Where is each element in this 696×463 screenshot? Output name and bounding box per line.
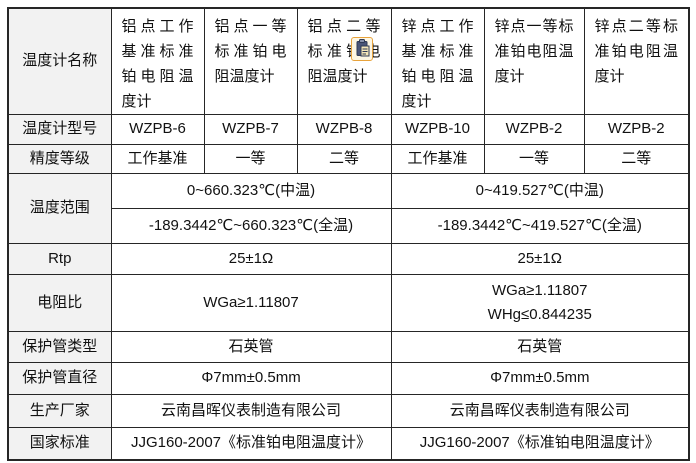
row-label-protection-tube-diameter: 保护管直径 bbox=[7, 362, 112, 395]
paste-options-icon[interactable] bbox=[351, 37, 374, 61]
row-rtp: Rtp 25±1Ω 25±1Ω bbox=[7, 243, 690, 275]
thermometer-name-cell: 锌点二等标准铂电阻温度计 bbox=[583, 7, 690, 115]
obscured-char: 铂 bbox=[346, 37, 374, 64]
row-protection-tube-type: 保护管类型 石英管 石英管 bbox=[7, 331, 690, 363]
rtp-cell: 25±1Ω bbox=[110, 243, 392, 275]
accuracy-grade-cell: 一等 bbox=[203, 144, 298, 174]
temperature-range-mid-cell: 0~660.323℃(中温) bbox=[110, 173, 392, 209]
accuracy-grade-cell: 一等 bbox=[483, 144, 585, 174]
protection-tube-type-cell: 石英管 bbox=[110, 331, 392, 363]
temperature-range-full-cell: -189.3442℃~419.527℃(全温) bbox=[390, 208, 690, 244]
thermometer-name-cell: 锌点工作基准标准铂电阻温度计 bbox=[390, 7, 485, 115]
row-label-temperature-range: 温度范围 bbox=[7, 173, 112, 244]
accuracy-grade-cell: 工作基准 bbox=[390, 144, 485, 174]
name-text-pre: 铝点二等标准 bbox=[307, 18, 381, 60]
row-label-thermometer-name: 温度计名称 bbox=[7, 7, 112, 115]
resistance-ratio-line: WGa≥1.11807 bbox=[491, 282, 588, 299]
accuracy-grade-cell: 二等 bbox=[296, 144, 392, 174]
row-national-standard: 国家标准 JJG160-2007《标准铂电阻温度计》 JJG160-2007《标… bbox=[7, 427, 690, 460]
manufacturer-cell: 云南昌晖仪表制造有限公司 bbox=[390, 394, 690, 428]
row-model-number: 温度计型号 WZPB-6 WZPB-7 WZPB-8 WZPB-10 WZPB-… bbox=[7, 114, 690, 145]
thermometer-name-cell: 铝点工作基准标准铂电阻温度计 bbox=[110, 7, 205, 115]
temperature-range-full-cell: -189.3442℃~660.323℃(全温) bbox=[110, 208, 392, 244]
accuracy-grade-cell: 二等 bbox=[583, 144, 690, 174]
thermometer-spec-table: 温度计名称 铝点工作基准标准铂电阻温度计 铝点一等标准铂电阻温度计 铝点二等标准… bbox=[7, 7, 690, 461]
accuracy-grade-cell: 工作基准 bbox=[110, 144, 205, 174]
national-standard-cell: JJG160-2007《标准铂电阻温度计》 bbox=[110, 427, 392, 460]
temperature-range-mid-cell: 0~419.527℃(中温) bbox=[390, 173, 690, 209]
resistance-ratio-cell: WGa≥1.11807 WHg≤0.844235 bbox=[390, 274, 690, 332]
row-label-protection-tube-type: 保护管类型 bbox=[7, 331, 112, 363]
rtp-cell: 25±1Ω bbox=[390, 243, 690, 275]
model-number-cell: WZPB-2 bbox=[483, 114, 585, 145]
row-resistance-ratio: 电阻比 WGa≥1.11807 WGa≥1.11807 WHg≤0.844235 bbox=[7, 274, 690, 332]
row-temperature-range-full: -189.3442℃~660.323℃(全温) -189.3442℃~419.5… bbox=[8, 208, 690, 244]
row-label-national-standard: 国家标准 bbox=[7, 427, 112, 460]
thermometer-name-cell: 锌点一等标准铂电阻温度计 bbox=[483, 7, 585, 115]
model-number-cell: WZPB-8 bbox=[296, 114, 392, 145]
thermometer-name-cell-with-paste-tag: 铝点二等标准铂电阻温度计 bbox=[296, 7, 392, 115]
row-label-model-number: 温度计型号 bbox=[7, 114, 112, 145]
row-label-manufacturer: 生产厂家 bbox=[7, 394, 112, 428]
row-label-resistance-ratio: 电阻比 bbox=[7, 274, 112, 332]
national-standard-cell: JJG160-2007《标准铂电阻温度计》 bbox=[390, 427, 690, 460]
model-number-cell: WZPB-2 bbox=[583, 114, 690, 145]
row-thermometer-name: 温度计名称 铝点工作基准标准铂电阻温度计 铝点一等标准铂电阻温度计 铝点二等标准… bbox=[7, 7, 690, 115]
manufacturer-cell: 云南昌晖仪表制造有限公司 bbox=[110, 394, 392, 428]
thermometer-name-cell: 铝点一等标准铂电阻温度计 bbox=[203, 7, 298, 115]
row-manufacturer: 生产厂家 云南昌晖仪表制造有限公司 云南昌晖仪表制造有限公司 bbox=[7, 394, 690, 428]
row-protection-tube-diameter: 保护管直径 Φ7mm±0.5mm Φ7mm±0.5mm bbox=[7, 362, 690, 395]
model-number-cell: WZPB-7 bbox=[203, 114, 298, 145]
row-label-accuracy-grade: 精度等级 bbox=[7, 144, 112, 174]
resistance-ratio-line: WHg≤0.844235 bbox=[487, 306, 592, 323]
row-label-rtp: Rtp bbox=[7, 243, 112, 275]
row-accuracy-grade: 精度等级 工作基准 一等 二等 工作基准 一等 二等 bbox=[7, 144, 690, 174]
model-number-cell: WZPB-6 bbox=[110, 114, 205, 145]
resistance-ratio-cell: WGa≥1.11807 bbox=[110, 274, 392, 332]
protection-tube-diameter-cell: Φ7mm±0.5mm bbox=[110, 362, 392, 395]
row-temperature-range-mid: 温度范围 0~660.323℃(中温) 0~419.527℃(中温) bbox=[7, 173, 690, 244]
protection-tube-type-cell: 石英管 bbox=[390, 331, 690, 363]
model-number-cell: WZPB-10 bbox=[390, 114, 485, 145]
protection-tube-diameter-cell: Φ7mm±0.5mm bbox=[390, 362, 690, 395]
